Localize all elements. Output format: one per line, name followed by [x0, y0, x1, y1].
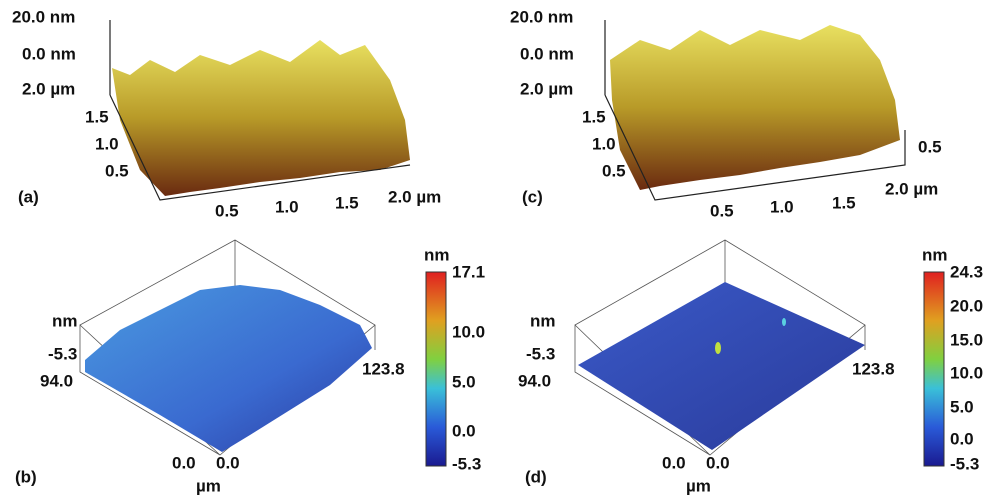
panel-b: nm -5.3 94.0 123.8 0.0 0.0 µm (b) nm 17.…	[15, 239, 485, 495]
colorbar-tick: 5.0	[452, 372, 476, 391]
colorbar	[425, 271, 447, 467]
colorbar-tick: 17.1	[452, 262, 485, 281]
panel-label: (d)	[525, 467, 547, 486]
x-label: 0.5	[710, 201, 734, 220]
x-label: 1.0	[770, 197, 794, 216]
panel-label: (b)	[15, 467, 37, 486]
y-label: 0.5	[105, 161, 129, 180]
y-label: 2.0 µm	[520, 79, 573, 98]
unit: µm	[686, 476, 711, 495]
x-label: 2.0 µm	[388, 187, 441, 206]
x-label: 123.8	[362, 359, 405, 378]
z-label: -5.3	[526, 344, 555, 363]
peak	[782, 318, 786, 326]
y-label: 1.5	[85, 107, 109, 126]
colorbar-tick: 20.0	[950, 296, 983, 315]
colorbar-title: nm	[424, 245, 450, 264]
y-label: 2.0 µm	[22, 79, 75, 98]
x-label: 1.0	[275, 197, 299, 216]
origin-label: 0.0	[662, 453, 686, 472]
y-label: 94.0	[40, 371, 73, 390]
surface	[85, 285, 372, 452]
panel-d: nm -5.3 94.0 123.8 0.0 0.0 µm (d) nm 24.…	[518, 239, 983, 495]
unit: µm	[196, 476, 221, 495]
z-unit: nm	[52, 311, 78, 330]
colorbar-tick: 10.0	[452, 322, 485, 341]
surface	[610, 25, 900, 190]
y-label: 1.5	[582, 107, 606, 126]
panel-label: (a)	[18, 187, 39, 206]
colorbar-tick: -5.3	[950, 454, 979, 473]
bounding-box	[574, 239, 866, 456]
colorbar-tick: -5.3	[452, 454, 481, 473]
x-label: 1.5	[832, 193, 856, 212]
panel-a: 20.0 nm 0.0 nm 2.0 µm 1.5 1.0 0.5 0.5 1.…	[12, 7, 441, 220]
origin-label: 0.0	[706, 453, 730, 472]
colorbar-tick: 10.0	[950, 363, 983, 382]
origin-label: 0.0	[216, 453, 240, 472]
panel-c: 20.0 nm 0.0 nm 2.0 µm 1.5 1.0 0.5 0.5 1.…	[510, 7, 942, 220]
y-label: 0.5	[918, 137, 942, 156]
x-label: 1.5	[335, 193, 359, 212]
colorbar-tick: 15.0	[950, 330, 983, 349]
colorbar-tick: 5.0	[950, 397, 974, 416]
bounding-box	[79, 239, 376, 456]
peak	[715, 342, 721, 354]
colorbar-tick: 0.0	[950, 429, 974, 448]
y-label: 94.0	[518, 371, 551, 390]
surface	[578, 282, 865, 450]
z-label: 0.0 nm	[22, 44, 76, 63]
surface	[112, 40, 410, 196]
z-unit: nm	[530, 311, 556, 330]
x-label: 2.0 µm	[885, 179, 938, 198]
z-label: -5.3	[48, 344, 77, 363]
z-label: 20.0 nm	[12, 7, 75, 26]
x-label: 123.8	[852, 359, 895, 378]
origin-label: 0.0	[172, 453, 196, 472]
colorbar-title: nm	[922, 245, 948, 264]
colorbar	[923, 271, 945, 467]
axes	[604, 20, 906, 201]
x-label: 0.5	[215, 201, 239, 220]
y-label: 1.0	[592, 134, 616, 153]
y-label: 1.0	[95, 134, 119, 153]
z-label: 0.0 nm	[520, 44, 574, 63]
colorbar-tick: 24.3	[950, 262, 983, 281]
z-label: 20.0 nm	[510, 7, 573, 26]
colorbar-tick: 0.0	[452, 421, 476, 440]
axes	[109, 20, 411, 201]
panel-label: (c)	[522, 187, 543, 206]
y-label: 0.5	[602, 161, 626, 180]
